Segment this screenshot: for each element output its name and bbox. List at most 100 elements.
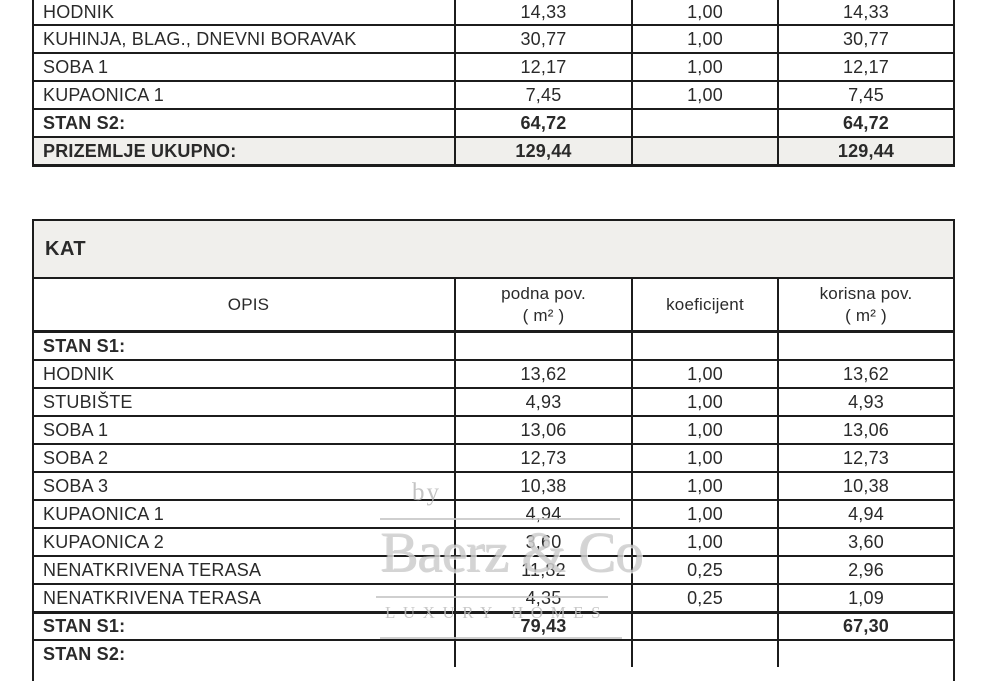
section-title-kat: KAT <box>34 221 953 279</box>
cell-podna-pov: 14,33 <box>454 0 631 24</box>
cell-podna-pov <box>454 641 631 667</box>
cell-korisna-pov <box>777 333 953 359</box>
cell-korisna-pov: 13,06 <box>777 417 953 443</box>
cell-podna-pov: 4,93 <box>454 389 631 415</box>
cell-podna-pov: 13,62 <box>454 361 631 387</box>
cell-koeficijent: 0,25 <box>631 585 777 611</box>
cell-podna-pov: 129,44 <box>454 138 631 164</box>
table-row: HODNIK 13,62 1,00 13,62 <box>34 359 953 387</box>
cell-koeficijent: 1,00 <box>631 529 777 555</box>
column-header-opis: OPIS <box>227 294 270 314</box>
cell-koeficijent: 1,00 <box>631 389 777 415</box>
cell-podna-pov: 30,77 <box>454 26 631 52</box>
cell-opis: KUPAONICA 1 <box>43 84 164 105</box>
cell-korisna-pov: 64,72 <box>777 110 953 136</box>
cell-opis: SOBA 2 <box>43 447 109 468</box>
cell-korisna-pov: 12,73 <box>777 445 953 471</box>
table-row: STAN S2: 64,72 64,72 <box>34 108 953 136</box>
cell-podna-pov: 12,17 <box>454 54 631 80</box>
cell-podna-pov <box>454 333 631 359</box>
cell-korisna-pov: 4,94 <box>777 501 953 527</box>
cell-opis: STAN S2: <box>43 112 126 133</box>
cell-opis: KUPAONICA 1 <box>43 503 164 524</box>
table-row: SOBA 2 12,73 1,00 12,73 <box>34 443 953 471</box>
cell-korisna-pov: 14,33 <box>777 0 953 24</box>
cell-korisna-pov: 2,96 <box>777 557 953 583</box>
table-row: KUHINJA, BLAG., DNEVNI BORAVAK 30,77 1,00 3… <box>34 24 953 52</box>
table-row: SOBA 3 10,38 1,00 10,38 <box>34 471 953 499</box>
cell-koeficijent: 1,00 <box>631 473 777 499</box>
table-row: KUPAONICA 2 3,60 1,00 3,60 <box>34 527 953 555</box>
cell-podna-pov: 4,35 <box>454 585 631 611</box>
cell-opis: SOBA 3 <box>43 475 109 496</box>
column-header-podna-pov: podna pov. ( m² ) <box>454 279 631 330</box>
cell-podna-pov: 10,38 <box>454 473 631 499</box>
cell-opis: SOBA 1 <box>43 419 109 440</box>
cell-korisna-pov: 4,93 <box>777 389 953 415</box>
table-row: STAN S1: 79,43 67,30 <box>34 611 953 639</box>
table-row: SOBA 1 12,17 1,00 12,17 <box>34 52 953 80</box>
cell-koeficijent: 1,00 <box>631 54 777 80</box>
cell-opis: STAN S2: <box>43 643 126 664</box>
cell-koeficijent <box>631 614 777 639</box>
cell-korisna-pov: 13,62 <box>777 361 953 387</box>
cell-koeficijent: 1,00 <box>631 82 777 108</box>
table-row: STAN S2: <box>34 639 953 667</box>
cell-opis: STAN S1: <box>43 335 126 356</box>
cell-korisna-pov: 1,09 <box>777 585 953 611</box>
ground-floor-table: HODNIK 14,33 1,00 14,33 KUHINJA, BLAG., DNEV… <box>32 0 955 167</box>
cell-korisna-pov: 7,45 <box>777 82 953 108</box>
cell-korisna-pov: 30,77 <box>777 26 953 52</box>
table-row: HODNIK 14,33 1,00 14,33 <box>34 0 953 24</box>
cell-koeficijent: 1,00 <box>631 445 777 471</box>
cell-koeficijent: 1,00 <box>631 0 777 24</box>
cell-opis: STAN S1: <box>43 616 126 636</box>
table-row: SOBA 1 13,06 1,00 13,06 <box>34 415 953 443</box>
column-header-koeficijent: koeficijent <box>631 279 777 330</box>
table-row: STAN S1: <box>34 333 953 359</box>
cell-koeficijent: 1,00 <box>631 417 777 443</box>
cell-podna-pov: 79,43 <box>454 614 631 639</box>
table-row: KUPAONICA 1 4,94 1,00 4,94 <box>34 499 953 527</box>
cell-opis: KUHINJA, BLAG., DNEVNI BORAVAK <box>43 28 357 49</box>
cell-koeficijent <box>631 333 777 359</box>
cell-podna-pov: 4,94 <box>454 501 631 527</box>
cell-opis: HODNIK <box>43 363 115 384</box>
cell-korisna-pov: 67,30 <box>777 614 953 639</box>
table-row: PRIZEMLJE UKUPNO: 129,44 129,44 <box>34 136 953 164</box>
first-floor-table: KAT OPIS podna pov. ( m² ) koeficijent k… <box>32 219 955 681</box>
cell-koeficijent <box>631 110 777 136</box>
cell-koeficijent: 1,00 <box>631 26 777 52</box>
cell-opis: PRIZEMLJE UKUPNO: <box>43 140 237 161</box>
cell-korisna-pov <box>777 641 953 667</box>
cell-podna-pov: 3,60 <box>454 529 631 555</box>
cell-koeficijent: 1,00 <box>631 361 777 387</box>
cell-korisna-pov: 129,44 <box>777 138 953 164</box>
cell-podna-pov: 11,82 <box>454 557 631 583</box>
table-row: NENATKRIVENA TERASA 11,82 0,25 2,96 <box>34 555 953 583</box>
cell-opis: KUPAONICA 2 <box>43 531 164 552</box>
section-title-label: KAT <box>45 237 87 260</box>
cell-koeficijent: 1,00 <box>631 501 777 527</box>
column-header-korisna-pov: korisna pov. ( m² ) <box>777 279 953 330</box>
cell-korisna-pov: 12,17 <box>777 54 953 80</box>
cell-opis: SOBA 1 <box>43 56 109 77</box>
table-row: NENATKRIVENA TERASA 4,35 0,25 1,09 <box>34 583 953 611</box>
cell-podna-pov: 12,73 <box>454 445 631 471</box>
cell-opis: STUBIŠTE <box>43 391 133 412</box>
cell-podna-pov: 7,45 <box>454 82 631 108</box>
cell-podna-pov: 64,72 <box>454 110 631 136</box>
table-body: STAN S1: HODNIK 13,62 1,00 13,62 STUBIŠTE 4,93… <box>34 333 953 667</box>
cell-opis: NENATKRIVENA TERASA <box>43 587 262 608</box>
cell-koeficijent <box>631 138 777 164</box>
cell-korisna-pov: 10,38 <box>777 473 953 499</box>
table-row: KUPAONICA 1 7,45 1,00 7,45 <box>34 80 953 108</box>
table-header-row: OPIS podna pov. ( m² ) koeficijent koris… <box>34 279 953 333</box>
cell-korisna-pov: 3,60 <box>777 529 953 555</box>
cell-koeficijent: 0,25 <box>631 557 777 583</box>
cell-podna-pov: 13,06 <box>454 417 631 443</box>
cell-opis: NENATKRIVENA TERASA <box>43 559 262 580</box>
cell-koeficijent <box>631 641 777 667</box>
cell-opis: HODNIK <box>43 1 115 22</box>
table-row: STUBIŠTE 4,93 1,00 4,93 <box>34 387 953 415</box>
